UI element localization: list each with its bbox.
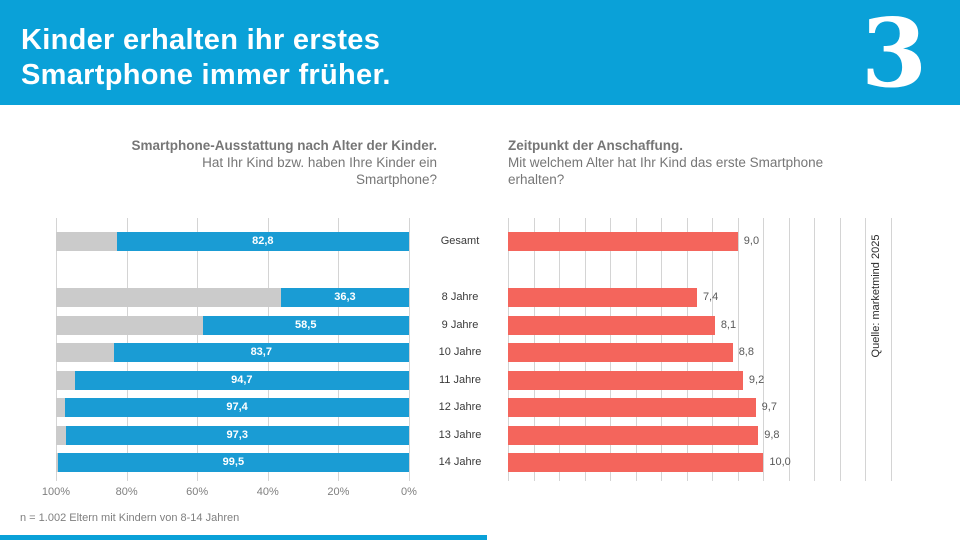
age-bar-value: 8,1 [720, 318, 737, 331]
category-label: 12 Jahre [438, 401, 482, 413]
category-label: 8 Jahre [441, 291, 479, 303]
x-axis-tick-label: 80% [115, 486, 138, 498]
x-axis-tick-label: 20% [327, 486, 350, 498]
age-bar-value: 9,7 [761, 401, 777, 413]
right-gridline [839, 218, 841, 481]
right-chart-title: Zeitpunkt der Anschaffung. [508, 138, 683, 153]
age-bar-value: 9,0 [743, 235, 760, 247]
ownership-bar-track: 58,5 [56, 315, 409, 335]
left-gridline [409, 218, 410, 481]
x-axis-tick-label: 100% [41, 486, 71, 498]
ownership-bar-value: 82,8 [252, 235, 274, 247]
ownership-bar-value: 94,7 [231, 373, 253, 386]
right-gridline [737, 218, 739, 481]
age-bar [508, 232, 738, 251]
ownership-bar: 82,8 [116, 232, 409, 251]
age-bar-value: 7,4 [702, 291, 719, 303]
right-gridline [865, 218, 867, 481]
ownership-bar-track: 97,3 [56, 425, 409, 445]
left-chart-heading: Smartphone-Ausstattung nach Alter der Ki… [40, 137, 437, 188]
ownership-bar-track: 99,5 [56, 453, 409, 472]
page-title-line1: Kinder erhalten ihr erstes [21, 24, 381, 56]
category-label: 10 Jahre [438, 346, 482, 358]
right-chart-subtitle: Mit welchem Alter hat Ihr Kind das erste… [508, 155, 824, 187]
right-gridline [814, 218, 816, 481]
age-bar [508, 315, 715, 335]
left-chart-subtitle-line2: Smartphone? [355, 172, 437, 187]
source-note: Quelle: marketmind 2025 [870, 234, 882, 358]
age-bar [508, 370, 743, 390]
ownership-bar: 97,4 [65, 398, 409, 417]
ownership-bar-value: 97,3 [226, 428, 248, 441]
age-bar [508, 288, 697, 307]
header-banner: Kinder erhalten ihr erstes Smartphone im… [0, 0, 960, 109]
x-axis-tick-label: 40% [256, 486, 279, 498]
ownership-bar-value: 97,4 [226, 401, 248, 413]
left-chart-title: Smartphone-Ausstattung nach Alter der Ki… [131, 138, 437, 153]
age-bar [508, 425, 759, 445]
ownership-bar: 99,5 [57, 453, 409, 472]
left-chart-x-axis: 100% 80% 60% 40% 20% 0% [42, 486, 417, 500]
left-plot: 82,8 36,3 58,5 83,7 94,7 97,4 97,3 99,5 [56, 218, 410, 481]
ownership-bar-value: 58,5 [295, 318, 317, 331]
x-axis-tick-label: 60% [186, 486, 209, 498]
ownership-bar: 36,3 [280, 288, 409, 307]
age-bar [508, 453, 764, 472]
drei-logo-icon: 3 [842, 0, 946, 109]
x-axis-tick-label: 0% [401, 486, 417, 498]
age-bar-value: 10,0 [769, 456, 791, 468]
footer-accent-bar [0, 535, 487, 540]
left-chart-subtitle-line1: Hat Ihr Kind bzw. haben Ihre Kinder ein [202, 155, 437, 170]
page-title: Kinder erhalten ihr erstes Smartphone im… [21, 23, 391, 93]
ownership-bar-value: 83,7 [250, 346, 272, 358]
ownership-bar-track: 97,4 [56, 398, 409, 417]
age-bar [508, 343, 733, 362]
age-bar [508, 398, 756, 417]
ownership-bar-track: 36,3 [56, 288, 409, 307]
right-gridline [891, 218, 892, 481]
right-gridline [763, 218, 765, 481]
sample-footnote: n = 1.002 Eltern mit Kindern von 8-14 Ja… [20, 512, 240, 524]
right-gridline [788, 218, 790, 481]
category-label: Gesamt [440, 235, 480, 247]
ownership-bar-track: 82,8 [56, 232, 409, 251]
ownership-bar: 58,5 [202, 315, 409, 335]
category-label: 14 Jahre [438, 456, 482, 468]
category-label: 11 Jahre [439, 373, 481, 386]
category-label: 13 Jahre [438, 428, 482, 441]
ownership-bar: 97,3 [65, 425, 409, 445]
svg-text:3: 3 [861, 0, 927, 105]
category-label: 9 Jahre [441, 318, 479, 331]
right-plot: 9,0 7,4 8,1 8,8 9,2 9,7 9,8 10,0 [508, 218, 892, 481]
age-bar-value: 9,8 [764, 428, 780, 441]
ownership-bar-track: 94,7 [56, 370, 409, 390]
ownership-bar: 94,7 [74, 370, 409, 390]
ownership-bar-track: 83,7 [56, 343, 409, 362]
age-bar-value: 9,2 [748, 373, 765, 386]
page-title-line2: Smartphone immer früher. [21, 59, 391, 91]
ownership-bar-value: 36,3 [334, 291, 356, 303]
category-labels: Gesamt 8 Jahre 9 Jahre 10 Jahre 11 Jahre 12 J… [413, 218, 507, 481]
ownership-bar-value: 99,5 [222, 456, 245, 468]
ownership-bar: 83,7 [113, 343, 409, 362]
age-bar-value: 8,8 [738, 346, 754, 358]
right-chart-heading: Zeitpunkt der Anschaffung. Mit welchem A… [508, 137, 853, 188]
